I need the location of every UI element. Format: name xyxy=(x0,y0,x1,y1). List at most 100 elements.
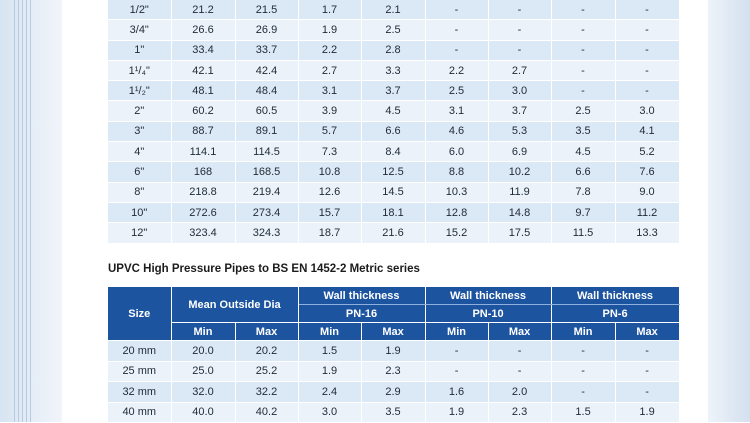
value-cell: - xyxy=(615,0,680,21)
value-cell: 18.7 xyxy=(298,222,362,244)
value-cell: 8.4 xyxy=(361,141,426,163)
size-cell: 8" xyxy=(108,182,172,203)
value-cell: 218.8 xyxy=(171,182,236,203)
value-cell: - xyxy=(615,80,680,102)
value-cell: - xyxy=(488,40,552,61)
value-cell: - xyxy=(615,19,680,41)
table-row: 3" 88.7 89.1 5.7 6.6 4.6 5.3 3.5 4.1 xyxy=(108,121,680,143)
value-cell: - xyxy=(551,340,616,362)
value-cell: 9.7 xyxy=(551,202,616,224)
size-cell: 25 mm xyxy=(108,361,172,382)
value-cell: 48.1 xyxy=(171,80,236,102)
value-cell: 2.3 xyxy=(361,361,426,382)
value-cell: 8.8 xyxy=(425,161,489,183)
value-cell: 15.7 xyxy=(298,202,362,224)
value-cell: - xyxy=(551,0,616,21)
value-cell: - xyxy=(551,80,616,102)
table-row: 32 mm 32.0 32.2 2.4 2.9 1.6 2.0- - xyxy=(108,381,680,403)
value-cell: 4.5 xyxy=(551,141,616,163)
value-cell: 32.2 xyxy=(235,381,299,403)
value-cell: 2.8 xyxy=(361,40,426,61)
value-cell: 60.2 xyxy=(171,100,236,122)
value-cell: 7.6 xyxy=(615,161,680,183)
value-cell: 13.3 xyxy=(615,222,680,244)
value-cell: - xyxy=(615,361,680,382)
value-cell: 3.1 xyxy=(298,80,362,102)
value-cell: 26.9 xyxy=(235,19,299,41)
header-min: Min xyxy=(171,322,236,341)
value-cell: 1.5 xyxy=(551,402,616,423)
value-cell: 3.0 xyxy=(488,80,552,102)
value-cell: - xyxy=(425,361,489,382)
value-cell: 2.2 xyxy=(298,40,362,61)
value-cell: 20.0 xyxy=(171,340,236,362)
value-cell: 6.0 xyxy=(425,141,489,163)
value-cell: - xyxy=(551,361,616,382)
value-cell: - xyxy=(488,361,552,382)
value-cell: 273.4 xyxy=(235,202,299,224)
table-row: 3/4" 26.6 26.9 1.9 2.5- - - - xyxy=(108,19,680,41)
value-cell: 3.5 xyxy=(361,402,426,423)
value-cell: - xyxy=(425,40,489,61)
value-cell: 3.0 xyxy=(298,402,362,423)
table-row: 1¹/₄" 42.1 42.4 2.7 3.3 2.2 2.7- - xyxy=(108,60,680,82)
table-row: 1/2" 21.2 21.5 1.7 2.1- - - - xyxy=(108,0,680,21)
value-cell: 18.1 xyxy=(361,202,426,224)
metric-pipe-table: Size Mean Outside Dia Wall thickness Wal… xyxy=(108,287,680,423)
value-cell: 4.1 xyxy=(615,121,680,143)
value-cell: 7.8 xyxy=(551,182,616,203)
value-cell: - xyxy=(488,340,552,362)
value-cell: 9.0 xyxy=(615,182,680,203)
value-cell: 42.1 xyxy=(171,60,236,82)
value-cell: 1.9 xyxy=(298,361,362,382)
size-cell: 1" xyxy=(108,40,172,61)
value-cell: 168 xyxy=(171,161,236,183)
header-min: Min xyxy=(551,322,616,341)
header-min: Min xyxy=(425,322,489,341)
value-cell: 33.7 xyxy=(235,40,299,61)
value-cell: 114.1 xyxy=(171,141,236,163)
size-cell: 4" xyxy=(108,141,172,163)
value-cell: - xyxy=(615,340,680,362)
value-cell: 2.5 xyxy=(551,100,616,122)
table-row: 4" 114.1 114.5 7.3 8.4 6.0 6.9 4.5 5.2 xyxy=(108,141,680,163)
value-cell: 25.0 xyxy=(171,361,236,382)
table-row: 8" 218.8 219.4 12.6 14.5 10.3 11.9 7.8 9.0 xyxy=(108,182,680,203)
size-cell: 12" xyxy=(108,222,172,244)
table-row: 1" 33.4 33.7 2.2 2.8- - - - xyxy=(108,40,680,61)
right-decorative-strip xyxy=(708,0,750,422)
header-max: Max xyxy=(235,322,299,341)
value-cell: 2.2 xyxy=(425,60,489,82)
section-title: UPVC High Pressure Pipes to BS EN 1452-2… xyxy=(108,263,420,275)
value-cell: 1.7 xyxy=(298,0,362,21)
header-size: Size xyxy=(108,287,172,341)
value-cell: 7.3 xyxy=(298,141,362,163)
value-cell: - xyxy=(551,19,616,41)
value-cell: 2.4 xyxy=(298,381,362,403)
value-cell: 2.0 xyxy=(488,381,552,403)
value-cell: 6.9 xyxy=(488,141,552,163)
value-cell: - xyxy=(425,0,489,21)
value-cell: 10.8 xyxy=(298,161,362,183)
value-cell: 2.9 xyxy=(361,381,426,403)
value-cell: 48.4 xyxy=(235,80,299,102)
value-cell: 3.1 xyxy=(425,100,489,122)
value-cell: 26.6 xyxy=(171,19,236,41)
value-cell: 2.5 xyxy=(425,80,489,102)
value-cell: 33.4 xyxy=(171,40,236,61)
value-cell: 40.0 xyxy=(171,402,236,423)
table-row: 25 mm 25.0 25.2 1.9 2.3- - - - xyxy=(108,361,680,382)
value-cell: 168.5 xyxy=(235,161,299,183)
value-cell: 3.7 xyxy=(488,100,552,122)
value-cell: 4.6 xyxy=(425,121,489,143)
value-cell: 21.2 xyxy=(171,0,236,21)
value-cell: 5.3 xyxy=(488,121,552,143)
value-cell: - xyxy=(425,340,489,362)
value-cell: 11.5 xyxy=(551,222,616,244)
header-wall-thickness-pn10: Wall thickness xyxy=(425,287,552,305)
value-cell: - xyxy=(615,381,680,403)
value-cell: 25.2 xyxy=(235,361,299,382)
value-cell: 11.2 xyxy=(615,202,680,224)
value-cell: 14.8 xyxy=(488,202,552,224)
value-cell: 2.7 xyxy=(488,60,552,82)
